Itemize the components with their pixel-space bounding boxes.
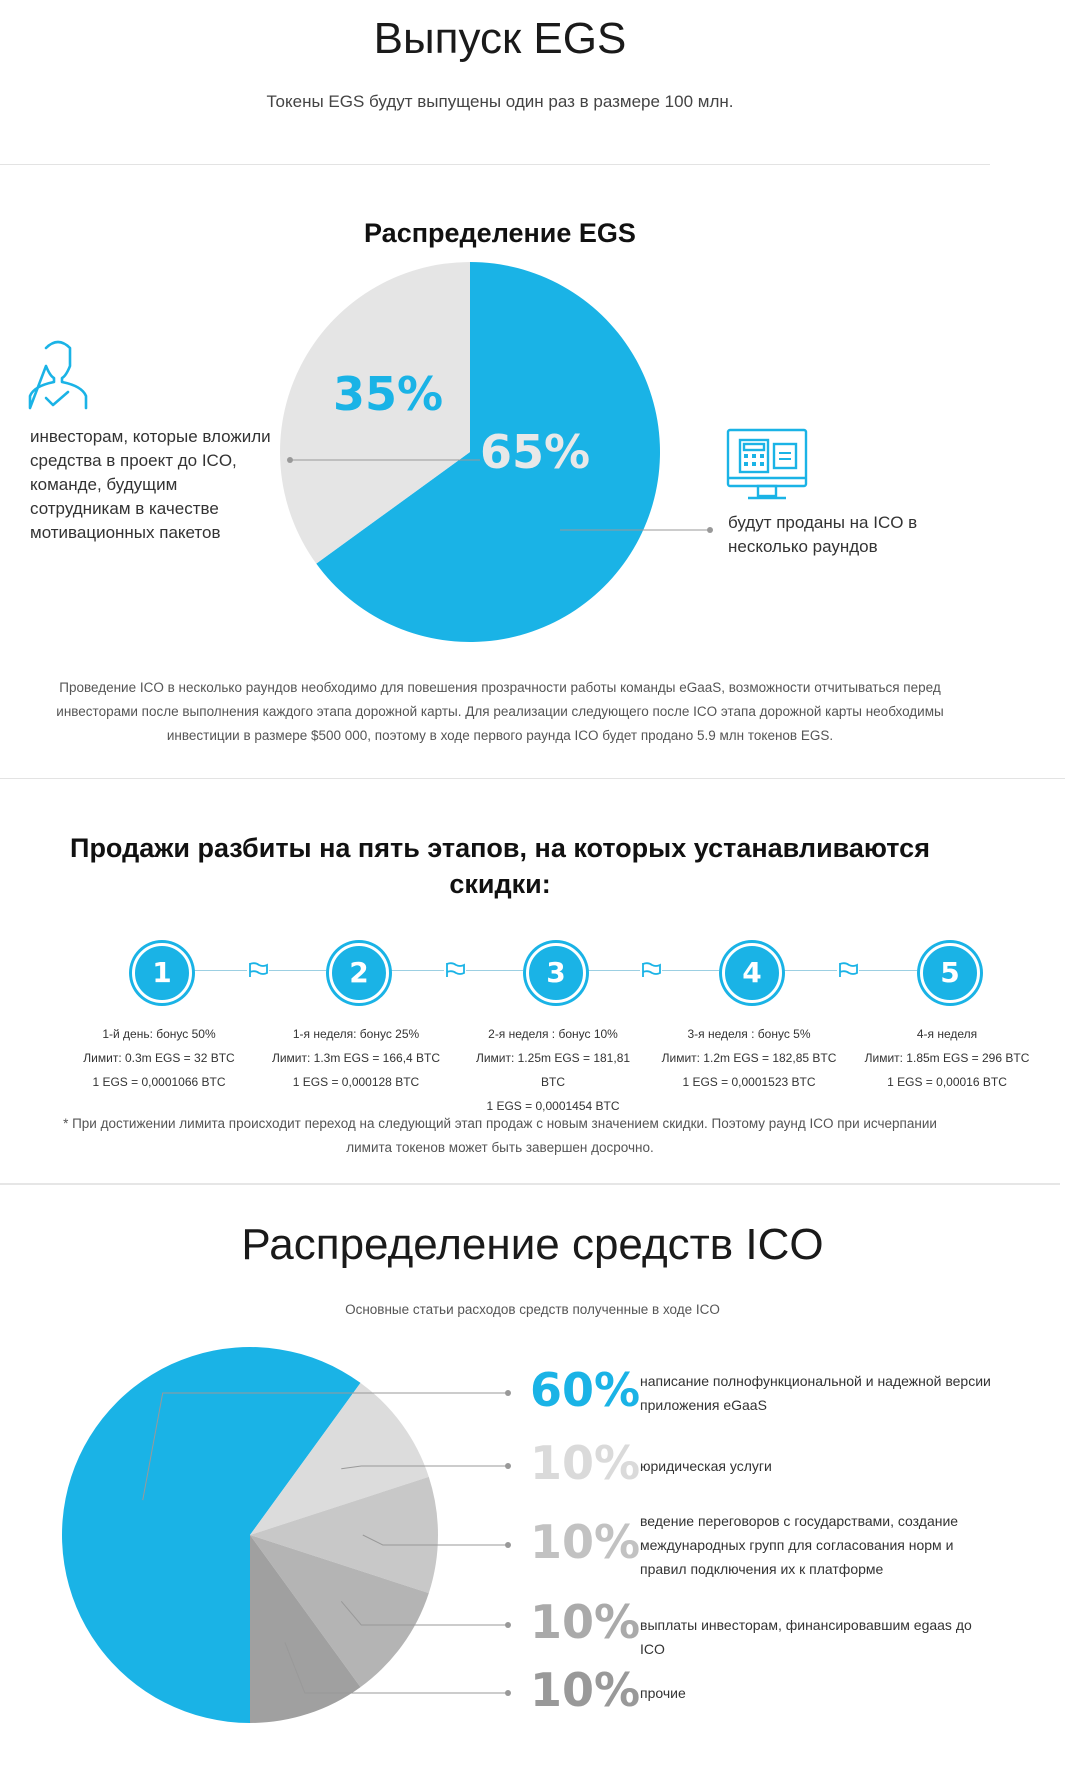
egs-distribution-pie: 65% 35%	[280, 262, 660, 642]
flag-icon	[443, 962, 466, 978]
step-price: 1 EGS = 0,0001066 BTC	[92, 1075, 226, 1089]
step-4-circle: 4	[722, 943, 782, 1003]
monitor-calculator-icon	[726, 428, 808, 500]
funds-subtitle: Основные статьи расходов средств получен…	[345, 1302, 720, 1317]
divider	[0, 1183, 1060, 1185]
step-label: 3-я неделя : бонус 5%	[687, 1027, 811, 1041]
issue-title: Выпуск EGS	[373, 14, 627, 63]
step-label: 2-я неделя : бонус 10%	[488, 1027, 618, 1041]
funds-legend-percent: 60%	[530, 1363, 641, 1417]
pie1-label-1: 65%	[480, 425, 590, 479]
step-limit: Лимит: 0.3m EGS = 32 BTC	[83, 1051, 235, 1065]
step-3-circle: 3	[526, 943, 586, 1003]
divider	[0, 164, 990, 165]
pie2-leader-dot	[505, 1622, 511, 1628]
stages-timeline: 1 1-й день: бонус 50% Лимит: 0.3m EGS = 32…	[0, 940, 1029, 1113]
distribution-note: Проведение ICO в несколько раундов необх…	[56, 680, 944, 743]
pie1-slice-2	[280, 262, 470, 564]
divider	[0, 778, 1065, 779]
pie2-slice-3	[250, 1476, 438, 1594]
step-price: 1 EGS = 0,00016 BTC	[887, 1075, 1007, 1089]
step-limit: Лимит: 1.25m EGS = 181,81 BTC	[475, 1051, 631, 1089]
pie2-leader-dot	[505, 1390, 511, 1396]
step-1-details: 1-й день: бонус 50% Лимит: 0.3m EGS = 32 …	[69, 1022, 249, 1094]
funds-legend-percent: 10%	[530, 1515, 641, 1569]
step-label: 1-я неделя: бонус 25%	[292, 1027, 420, 1041]
distribution-right-description: будут проданы на ICO в несколько раундов	[728, 513, 918, 556]
funds-legend-label: ведение переговоров с государствами, соз…	[640, 1513, 959, 1577]
funds-legend-percent: 10%	[530, 1436, 641, 1490]
distribution-title: Распределение EGS	[364, 218, 636, 248]
step-limit: Лимит: 1.85m EGS = 296 BTC	[864, 1051, 1030, 1065]
step-label: 4-я неделя	[916, 1027, 978, 1041]
pie2-leader-dot	[505, 1463, 511, 1469]
step-2-circle: 2	[329, 943, 389, 1003]
person-check-icon	[28, 340, 88, 410]
funds-title: Распределение средств ICO	[241, 1220, 824, 1269]
funds-legend-percent: 10%	[530, 1663, 641, 1717]
funds-legend-percent: 10%	[530, 1595, 641, 1649]
pie2-leader-dot	[505, 1690, 511, 1696]
step-5-details: 4-я неделя Лимит: 1.85m EGS = 296 BTC 1 EG…	[857, 1022, 1037, 1094]
step-limit: Лимит: 1.3m EGS = 166,4 BTC	[271, 1051, 441, 1065]
funds-legend-label: прочие	[640, 1685, 686, 1701]
pie1-label-2: 35%	[333, 367, 443, 421]
step-5-circle: 5	[920, 943, 980, 1003]
funds-legend-label: выплаты инвесторам, финансировавшим egaa…	[640, 1617, 972, 1657]
issue-subtitle: Токены EGS будут выпущены один раз в раз…	[266, 92, 734, 111]
step-1-circle: 1	[132, 943, 192, 1003]
funds-distribution-pie	[61, 1347, 438, 1723]
flag-icon	[640, 962, 662, 978]
funds-legend-label: написание полнофункциональной и надежной…	[640, 1373, 991, 1413]
step-4-details: 3-я неделя : бонус 5% Лимит: 1.2m EGS = 1…	[659, 1022, 839, 1094]
flag-icon	[246, 962, 269, 978]
distribution-left-description: инвесторам, которые вложили средства в п…	[30, 427, 271, 542]
pie1-slice-1	[316, 262, 660, 642]
step-price: 1 EGS = 0,000128 BTC	[292, 1075, 420, 1089]
stages-note: * При достижении лимита происходит перех…	[63, 1116, 937, 1155]
step-limit: Лимит: 1.2m EGS = 182,85 BTC	[661, 1051, 837, 1065]
funds-legend-label: юридическая услуги	[640, 1458, 772, 1474]
step-price: 1 EGS = 0,0001454 BTC	[486, 1099, 620, 1113]
step-label: 1-й день: бонус 50%	[102, 1027, 216, 1041]
stages-title: Продажи разбиты на пять этапов, на котор…	[70, 833, 930, 899]
step-2-details: 1-я неделя: бонус 25% Лимит: 1.3m EGS = 1…	[266, 1022, 446, 1094]
flag-icon	[837, 962, 859, 978]
pie2-leader-dot	[505, 1542, 511, 1548]
step-price: 1 EGS = 0,0001523 BTC	[682, 1075, 816, 1089]
step-3-details: 2-я неделя : бонус 10% Лимит: 1.25m EGS =…	[463, 1022, 643, 1118]
